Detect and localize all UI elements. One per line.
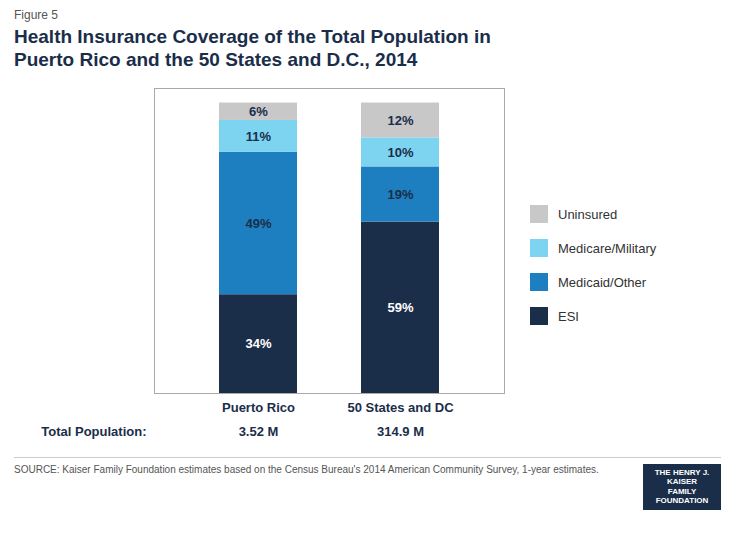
html-text:Figure 5: Figure 5 bbox=[14, 8, 58, 22]
svg-text:10%: 10% bbox=[387, 144, 413, 159]
html-text:THE HENRY J. KAISER FAMILY FOU: THE HENRY J. KAISER FAMILY FOUNDATION bbox=[654, 467, 710, 506]
html-text:Medicare/Military: Medicare/Military bbox=[558, 240, 657, 256]
html-text:Health Insurance Coverage of t: Health Insurance Coverage of the Total P… bbox=[14, 26, 491, 70]
svg-text:59%: 59% bbox=[387, 300, 413, 315]
svg-text:3.52 M: 3.52 M bbox=[239, 423, 279, 438]
svg-text:19%: 19% bbox=[387, 186, 413, 201]
svg-text:11%: 11% bbox=[246, 128, 272, 143]
html-text:SOURCE: Kaiser Family Foundati: SOURCE: Kaiser Family Foundation estimat… bbox=[14, 463, 599, 475]
svg-text:Total Population:: Total Population: bbox=[41, 423, 146, 438]
svg-text:314.9 M: 314.9 M bbox=[377, 423, 424, 438]
html-text:Medicaid/Other: Medicaid/Other bbox=[558, 274, 647, 290]
svg-text:50 States and DC: 50 States and DC bbox=[347, 399, 454, 414]
svg-text:34%: 34% bbox=[245, 336, 271, 351]
svg-text:12%: 12% bbox=[387, 112, 413, 127]
svg-text:6%: 6% bbox=[249, 103, 268, 118]
html-text:Uninsured: Uninsured bbox=[558, 206, 618, 222]
svg-text:Puerto Rico: Puerto Rico bbox=[222, 399, 295, 414]
html-text:ESI: ESI bbox=[558, 308, 579, 324]
svg-text:49%: 49% bbox=[245, 215, 271, 230]
